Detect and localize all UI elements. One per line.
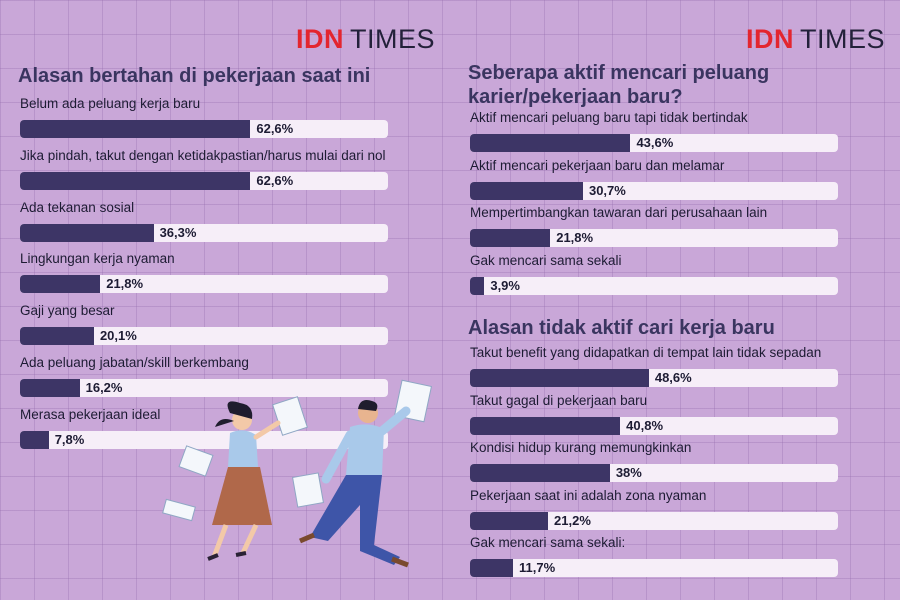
woman-figure — [207, 401, 281, 561]
logo-times: TIMES — [800, 24, 886, 54]
bar — [20, 379, 80, 397]
bar — [20, 120, 251, 138]
bar-category-label: Merasa pekerjaan ideal — [20, 406, 161, 422]
running-people-illustration — [162, 379, 433, 568]
bar — [20, 327, 94, 346]
bar-category-label: Lingkungan kerja nyaman — [20, 251, 175, 267]
bar-track: 16,2% — [20, 379, 388, 397]
logo-idn: IDN — [296, 24, 344, 54]
chart-title-right-top: Seberapa aktif mencari peluang karier/pe… — [468, 62, 770, 108]
bar-category-label: Ada tekanan sosial — [20, 199, 135, 215]
bar — [470, 511, 549, 530]
bar-value-label: 43,6% — [636, 135, 674, 150]
bar-track: 40,8% — [470, 416, 838, 435]
bar-category-label: Gak mencari sama sekali: — [470, 535, 626, 550]
bar-category-label: Takut benefit yang didapatkan di tempat … — [470, 345, 822, 360]
bar-track: 3,9% — [470, 276, 838, 295]
logo-idn: IDN — [746, 24, 794, 54]
bar-value-label: 21,8% — [106, 276, 144, 292]
idn-times-logo-right: IDN TIMES — [746, 24, 885, 55]
bar-track: 43,6% — [470, 134, 838, 152]
bar-value-label: 48,6% — [654, 370, 692, 385]
bar-track: 38% — [470, 464, 838, 482]
bar-category-label: Pekerjaan saat ini adalah zona nyaman — [470, 487, 707, 503]
bar — [470, 276, 485, 295]
bar — [20, 223, 154, 242]
bar-category-label: Aktif mencari pekerjaan baru dan melamar — [470, 157, 725, 173]
bar — [470, 229, 551, 247]
bar-track: 21,8% — [20, 275, 388, 294]
bar — [470, 559, 514, 577]
bar-category-label: Aktif mencari peluang baru tapi tidak be… — [470, 110, 748, 125]
chart-title-right-bottom: Alasan tidak aktif cari kerja baru — [468, 317, 775, 339]
bar-value-label: 36,3% — [159, 224, 197, 240]
bar — [470, 416, 621, 435]
bar — [470, 134, 631, 152]
bar — [470, 181, 583, 200]
bar — [470, 464, 610, 482]
bar-track: 30,7% — [470, 181, 838, 200]
bar-value-label: 7,8% — [54, 431, 85, 447]
bar-category-label: Jika pindah, takut dengan ketidakpastian… — [20, 147, 386, 163]
bar-value-label: 11,7% — [519, 560, 556, 575]
logo-times: TIMES — [350, 24, 436, 54]
bar — [20, 275, 101, 294]
bar-value-label: 40,8% — [626, 417, 664, 433]
bar-category-label: Takut gagal di pekerjaan baru — [470, 392, 648, 408]
bar-track: 62,6% — [20, 120, 388, 138]
bar-category-label: Kondisi hidup kurang memungkinkan — [470, 440, 692, 455]
bar-category-label: Belum ada peluang kerja baru — [20, 96, 201, 111]
bar-value-label: 21,2% — [554, 512, 591, 528]
bar-category-label: Gak mencari sama sekali — [470, 252, 622, 268]
bar-value-label: 20,1% — [99, 328, 137, 344]
bar-value-label: 30,7% — [588, 182, 626, 198]
bar-track: 62,6% — [20, 171, 388, 190]
bar-category-label: Ada peluang jabatan/skill berkembang — [20, 355, 249, 370]
bar-track: 36,3% — [20, 223, 388, 242]
bar — [20, 430, 49, 449]
bar-track: 20,1% — [20, 327, 388, 346]
bar-track: 21,2% — [470, 511, 838, 530]
paper-icon — [162, 379, 433, 522]
bar-category-label: Gaji yang besar — [20, 303, 115, 319]
bar — [470, 369, 649, 387]
bar-value-label: 21,8% — [556, 230, 594, 245]
bar-value-label: 62,6% — [256, 121, 294, 136]
idn-times-logo-left: IDN TIMES — [296, 24, 435, 55]
bar-value-label: 3,9% — [490, 277, 520, 293]
chart-title-left: Alasan bertahan di pekerjaan saat ini — [18, 65, 371, 87]
bar-value-label: 16,2% — [85, 380, 123, 395]
bar-track: 11,7% — [470, 559, 838, 577]
bar-track: 21,8% — [470, 229, 838, 247]
man-figure — [299, 400, 411, 568]
bar-value-label: 62,6% — [256, 172, 294, 188]
bar-track: 48,6% — [470, 369, 838, 387]
bar-track: 7,8% — [20, 430, 388, 449]
bar-category-label: Mempertimbangkan tawaran dari perusahaan… — [470, 205, 768, 220]
bar-value-label: 38% — [615, 465, 642, 480]
bar — [20, 171, 251, 190]
